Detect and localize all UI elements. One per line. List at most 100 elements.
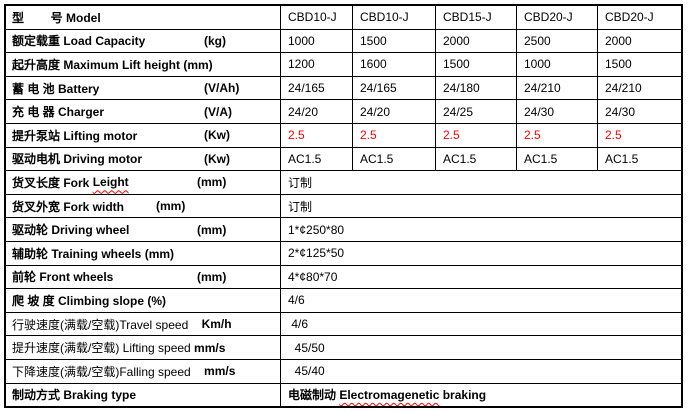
row-unit-label: (mm) bbox=[197, 222, 227, 237]
row-label: 驱动电机 Driving motor bbox=[12, 152, 143, 167]
row-label: 驱动轮 Driving wheel bbox=[12, 223, 130, 238]
value-cell: CBD15-J bbox=[436, 6, 517, 29]
value-cell: CBD20-J bbox=[517, 6, 598, 29]
row-label-cell: 额定载重 Load Capacity (kg) bbox=[6, 29, 281, 53]
row-unit-label: (kg) bbox=[204, 33, 226, 48]
spec-table: 型 号 Model CBD10-J CBD10-J CBD15-J CBD20-… bbox=[4, 4, 683, 408]
row-label-cell: 货叉外宽 Fork width (mm) bbox=[6, 194, 281, 218]
row-falling-speed: 下降速度(满载/空载)Falling speed mm/s 45/40 bbox=[6, 359, 681, 384]
value-cell: 1600 bbox=[353, 53, 436, 76]
row-training-wheels: 辅助轮 Training wheels (mm) 2*¢125*50 bbox=[6, 241, 681, 266]
row-label: 下降速度(满载/空载)Falling speed bbox=[12, 364, 205, 379]
braking-value-zh: 电磁制动 bbox=[288, 388, 340, 403]
row-lifting-motor: 提升泵站 Lifting motor (Kw) 2.5 2.5 2.5 2.5 … bbox=[6, 123, 681, 148]
row-label-cell: 驱动轮 Driving wheel (mm) bbox=[6, 218, 281, 241]
value-cell: CBD10-J bbox=[281, 6, 353, 29]
row-label: 提升速度(满载/空载) Lifting speed bbox=[12, 341, 195, 356]
merged-value-cell: 4/6 bbox=[288, 293, 305, 308]
row-unit-label: mm/s bbox=[204, 364, 236, 379]
row-label: 充 电 器 Charger bbox=[12, 105, 105, 120]
value-cell-highlighted: 2.5 bbox=[436, 123, 517, 147]
merged-value-cell: 电磁制动 Electromagenetic braking bbox=[281, 384, 681, 407]
value-cell-highlighted: 2.5 bbox=[517, 123, 598, 147]
row-model: 型 号 Model CBD10-J CBD10-J CBD15-J CBD20-… bbox=[6, 6, 681, 30]
row-label-cell: 提升泵站 Lifting motor (Kw) bbox=[6, 123, 281, 147]
row-label: 提升泵站 Lifting motor bbox=[12, 128, 138, 143]
row-label-cell: 货叉长度 Fork Leight (mm) bbox=[6, 171, 281, 194]
row-charger: 充 电 器 Charger (V/A) 24/20 24/20 24/25 24… bbox=[6, 100, 681, 124]
misspelled-word: Leight bbox=[92, 175, 129, 190]
value-cell: 24/165 bbox=[281, 76, 353, 100]
row-travel-speed: 行驶速度(满载/空载)Travel speed Km/h 4/6 bbox=[6, 312, 681, 337]
row-unit-label: (mm) bbox=[197, 269, 227, 284]
braking-value-en: braking bbox=[439, 387, 487, 402]
row-label: 行驶速度(满载/空载)Travel speed bbox=[12, 317, 202, 332]
row-label-cell: 蓄 电 池 Battery (V/Ah) bbox=[6, 76, 281, 100]
row-label-cell: 提升速度(满载/空载) Lifting speed mm/s bbox=[6, 336, 281, 359]
row-label-cell: 充 电 器 Charger (V/A) bbox=[6, 100, 281, 123]
value-cell: 1000 bbox=[281, 29, 353, 53]
row-unit-label: mm/s bbox=[194, 340, 226, 355]
row-label-cell: 辅助轮 Training wheels (mm) bbox=[6, 241, 281, 265]
row-label-cell: 下降速度(满载/空载)Falling speed mm/s bbox=[6, 359, 281, 383]
value-cell: CBD20-J bbox=[605, 10, 654, 25]
row-lift-height: 起升高度 Maximum Lift height (mm) 1200 1600 … bbox=[6, 53, 681, 77]
merged-value-cell: 订制 bbox=[288, 175, 313, 190]
row-label: 蓄 电 池 Battery bbox=[12, 81, 100, 96]
value-cell: AC1.5 bbox=[353, 147, 436, 171]
value-cell: 24/210 bbox=[605, 81, 642, 96]
value-cell: 2000 bbox=[605, 33, 632, 48]
merged-value-cell: 4*¢80*70 bbox=[288, 269, 338, 284]
row-unit-label: (V/A) bbox=[204, 104, 232, 119]
row-load-capacity: 额定载重 Load Capacity (kg) 1000 1500 2000 2… bbox=[6, 29, 681, 54]
value-cell: 24/20 bbox=[353, 100, 436, 123]
row-label: 型 号 Model bbox=[12, 10, 101, 25]
value-cell: AC1.5 bbox=[281, 147, 353, 171]
row-unit-label: (mm) bbox=[156, 199, 186, 214]
row-fork-length: 货叉长度 Fork Leight (mm) 订制 bbox=[6, 171, 681, 195]
row-label: 爬 坡 度 Climbing slope (%) bbox=[12, 293, 167, 308]
value-cell-highlighted: 2.5 bbox=[353, 123, 436, 147]
row-label-cell: 驱动电机 Driving motor (Kw) bbox=[6, 147, 281, 171]
merged-value-cell: 2*¢125*50 bbox=[288, 246, 345, 261]
value-cell: 1200 bbox=[281, 53, 353, 76]
row-label-cell: 型 号 Model bbox=[6, 6, 281, 29]
row-label: 货叉长度 Fork bbox=[12, 175, 93, 190]
row-label-cell: 行驶速度(满载/空载)Travel speed Km/h bbox=[6, 312, 281, 336]
value-cell: AC1.5 bbox=[517, 147, 598, 171]
value-cell-highlighted: 2.5 bbox=[281, 123, 353, 147]
row-label: 辅助轮 Training wheels (mm) bbox=[12, 246, 175, 261]
value-cell: 1500 bbox=[605, 57, 632, 72]
row-lifting-speed: 提升速度(满载/空载) Lifting speed mm/s 45/50 bbox=[6, 336, 681, 360]
merged-value-cell: 45/40 bbox=[288, 364, 325, 379]
value-cell: 2000 bbox=[436, 29, 517, 53]
value-cell: CBD10-J bbox=[353, 6, 436, 29]
row-label-cell: 爬 坡 度 Climbing slope (%) bbox=[6, 289, 281, 312]
row-front-wheels: 前轮 Front wheels (mm) 4*¢80*70 bbox=[6, 265, 681, 290]
value-cell: 24/20 bbox=[281, 100, 353, 123]
row-unit-label: Km/h bbox=[201, 317, 232, 332]
row-label-cell: 前轮 Front wheels (mm) bbox=[6, 265, 281, 289]
merged-value-cell: 1*¢250*80 bbox=[288, 222, 345, 237]
value-cell: 1000 bbox=[517, 53, 598, 76]
value-cell-highlighted: 2.5 bbox=[605, 128, 622, 143]
row-climbing-slope: 爬 坡 度 Climbing slope (%) 4/6 bbox=[6, 289, 681, 313]
value-cell: 24/30 bbox=[605, 104, 636, 119]
row-label: 制动方式 Braking type bbox=[12, 388, 137, 403]
merged-value-cell: 4/6 bbox=[288, 317, 309, 332]
row-driving-wheel: 驱动轮 Driving wheel (mm) 1*¢250*80 bbox=[6, 218, 681, 242]
row-unit-label: (Kw) bbox=[204, 128, 230, 143]
value-cell: 24/25 bbox=[436, 100, 517, 123]
value-cell: 24/180 bbox=[436, 76, 517, 100]
row-driving-motor: 驱动电机 Driving motor (Kw) AC1.5 AC1.5 AC1.… bbox=[6, 147, 681, 172]
value-cell: AC1.5 bbox=[436, 147, 517, 171]
row-unit-label: (V/Ah) bbox=[204, 81, 240, 96]
merged-value-cell: 45/50 bbox=[288, 340, 325, 355]
row-label: 货叉外宽 Fork width bbox=[12, 199, 124, 214]
row-label: 起升高度 Maximum Lift height (mm) bbox=[12, 57, 213, 72]
misspelled-word: Electromagenetic bbox=[339, 387, 440, 402]
value-cell: AC1.5 bbox=[605, 151, 639, 166]
row-label-cell: 起升高度 Maximum Lift height (mm) bbox=[6, 53, 281, 76]
row-battery: 蓄 电 池 Battery (V/Ah) 24/165 24/165 24/18… bbox=[6, 76, 681, 101]
row-braking-type: 制动方式 Braking type 电磁制动 Electromagenetic … bbox=[6, 383, 681, 407]
